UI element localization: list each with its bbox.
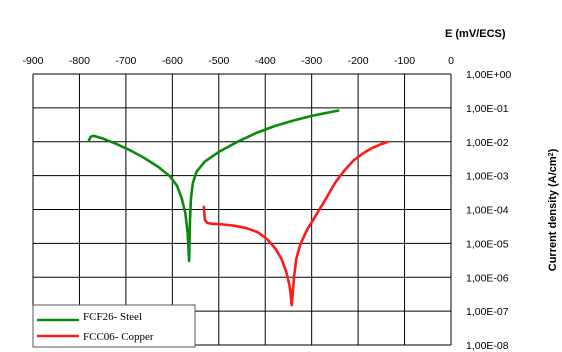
y-tick-label-2: 1,00E-02 [466,137,509,149]
y-axis-title-superscript: 2 [548,152,555,156]
y-tick-label-5: 1,00E-05 [466,238,509,250]
x-tick-label-3: -600 [162,55,183,67]
legend: FCF26- Steel FCC06- Copper [32,304,196,348]
x-tick-label-2: -700 [115,55,136,67]
y-tick-label-4: 1,00E-04 [466,205,509,217]
y-axis-title-tail: ) [547,148,559,152]
x-tick-label-5: -400 [255,55,276,67]
series-lines [87,109,389,307]
series-line-0 [87,109,340,263]
y-axis-ticks: 1,00E+00 1,00E-01 1,00E-02 1,00E-03 1,00E-04… [466,69,511,352]
legend-label-copper: FCC06- Copper [83,331,154,343]
x-tick-label-7: -200 [348,55,369,67]
y-axis-title-main: Current density (A/cm [547,156,559,271]
grid [32,73,452,346]
y-tick-label-6: 1,00E-06 [466,272,509,284]
x-axis-ticks: -900 -800 -700 -600 -500 -400 -300 -200 -100 0 [22,55,454,67]
y-tick-label-7: 1,00E-07 [466,306,509,318]
y-tick-label-1: 1,00E-01 [466,103,509,115]
x-axis-title: E (mV/ECS) [445,28,506,40]
x-tick-label-4: -500 [208,55,229,67]
x-tick-label-9: 0 [448,55,454,67]
legend-box [32,304,196,348]
x-tick-label-6: -300 [301,55,322,67]
y-tick-label-8: 1,00E-08 [466,340,509,352]
y-tick-label-0: 1,00E+00 [466,69,511,81]
legend-label-steel: FCF26- Steel [83,311,142,323]
y-axis-title: Current density (A/cm2) [547,148,559,271]
series-line-1 [202,140,389,307]
y-tick-label-3: 1,00E-03 [466,171,509,183]
x-tick-label-8: -100 [394,55,415,67]
x-tick-label-0: -900 [22,55,43,67]
x-tick-label-1: -800 [69,55,90,67]
